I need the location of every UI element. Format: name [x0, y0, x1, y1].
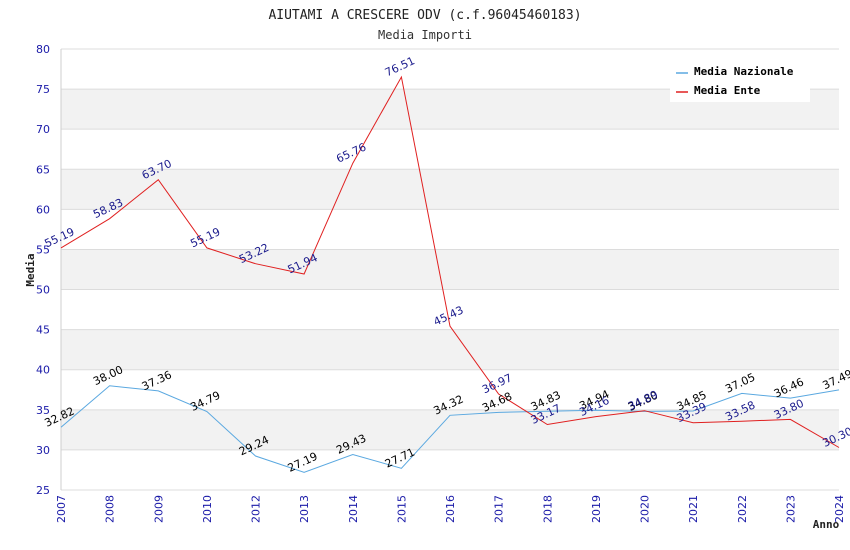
x-tick-label: 2014	[347, 495, 360, 523]
y-tick-label: 25	[36, 484, 50, 497]
x-axis-label: Anno	[813, 518, 840, 531]
series-line-media-nazionale	[60, 385, 840, 473]
x-tick-label: 2018	[541, 495, 554, 523]
chart-title: AIUTAMI A CRESCERE ODV (c.f.96045460183)	[268, 8, 581, 23]
x-tick-label: 2024	[833, 495, 846, 523]
x-tick-label: 2012	[250, 495, 263, 523]
y-tick-label: 45	[36, 324, 50, 337]
x-tick-label: 2017	[493, 495, 506, 523]
x-tick-label: 2007	[55, 495, 68, 523]
x-tick-label: 2008	[104, 495, 117, 523]
series-line-media-ente	[60, 75, 840, 448]
grid-lines	[60, 48, 839, 491]
legend: Media Nazionale Media Ente	[670, 60, 810, 102]
y-tick-label: 50	[36, 284, 50, 297]
legend-label-media-nazionale: Media Nazionale	[694, 65, 794, 78]
chart-subtitle: Media Importi	[378, 28, 472, 42]
legend-label-media-ente: Media Ente	[694, 84, 761, 97]
x-tick-label: 2010	[201, 495, 214, 523]
y-tick-label: 30	[36, 444, 50, 457]
legend-box	[670, 60, 810, 102]
y-tick-label: 40	[36, 364, 50, 377]
grid-band	[61, 409, 839, 450]
x-tick-label: 2016	[444, 495, 457, 523]
y-tick-label: 65	[36, 163, 50, 176]
y-tick-label: 75	[36, 83, 50, 96]
x-tick-label: 2023	[784, 495, 797, 523]
grid-band	[61, 329, 839, 370]
y-tick-label: 80	[36, 43, 50, 56]
x-tick-label: 2022	[736, 495, 749, 523]
x-tick-label: 2015	[395, 495, 408, 523]
y-axis-label: Media	[24, 253, 37, 286]
series-lines	[60, 75, 840, 473]
x-tick-label: 2013	[298, 495, 311, 523]
y-tick-label: 70	[36, 123, 50, 136]
y-axis-ticks: 25 30 35 40 45 50 55 60 65 70 75 80	[36, 43, 50, 497]
y-tick-label: 35	[36, 404, 50, 417]
grid-band	[61, 249, 839, 290]
x-tick-label: 2019	[590, 495, 603, 523]
x-tick-label: 2009	[152, 495, 165, 523]
plot-background	[61, 49, 839, 490]
x-tick-label: 2021	[687, 495, 700, 523]
x-axis-ticks: 2007 2008 2009 2010 2012 2013 2014 2015 2016 2017…	[55, 495, 846, 523]
x-tick-label: 2020	[639, 495, 652, 523]
grid-band	[61, 169, 839, 210]
y-tick-label: 60	[36, 203, 50, 216]
y-tick-label: 55	[36, 243, 50, 256]
